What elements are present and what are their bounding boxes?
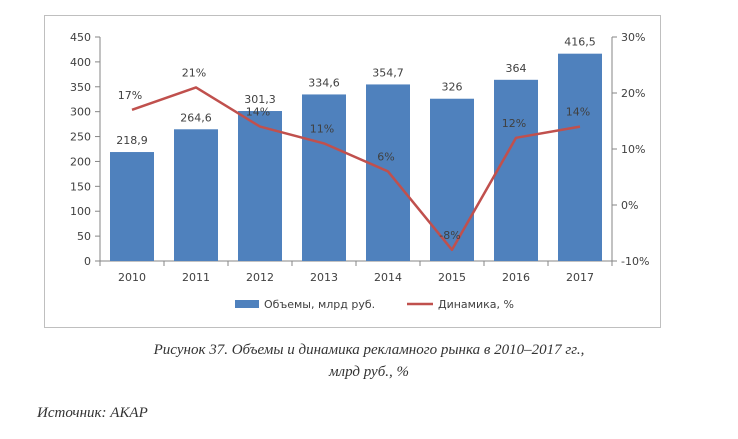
x-tick-label: 2015 xyxy=(438,271,466,284)
bar-data-label: 301,3 xyxy=(244,93,276,106)
x-tick-label: 2017 xyxy=(566,271,594,284)
figure-caption-line2: млрд руб., % xyxy=(328,364,409,380)
y-right-tick-label: 0% xyxy=(621,199,638,212)
figure-caption-line1: Рисунок 37. Объемы и динамика рекламного… xyxy=(153,342,585,358)
x-tick-label: 2011 xyxy=(182,271,210,284)
line-data-label: 12% xyxy=(502,117,526,130)
bar-data-label: 218,9 xyxy=(116,134,148,147)
legend-swatch-volume xyxy=(235,300,259,308)
bar xyxy=(110,152,154,261)
legend-label-volume: Объемы, млрд руб. xyxy=(264,298,375,311)
bar-data-label: 264,6 xyxy=(180,111,212,124)
y-right-tick-label: 10% xyxy=(621,143,645,156)
y-right-tick-label: -10% xyxy=(621,255,649,268)
y-left-tick-label: 400 xyxy=(70,56,91,69)
y-left-tick-label: 100 xyxy=(70,205,91,218)
x-tick-label: 2013 xyxy=(310,271,338,284)
source-note: Источник: АКАР xyxy=(37,405,148,421)
line-data-label: 11% xyxy=(310,122,334,135)
bar-data-label: 364 xyxy=(506,62,527,75)
x-tick-label: 2016 xyxy=(502,271,530,284)
bar xyxy=(558,53,602,262)
chart-svg: 0 50 100 150 200 250 300 350 400 450 -10% 0% 10% 20% 3… xyxy=(70,31,649,311)
y-left-tick-label: 0 xyxy=(84,255,91,268)
y-left-tick-label: 300 xyxy=(70,106,91,119)
y-left-tick-label: 50 xyxy=(77,230,91,243)
y-right-tick-label: 20% xyxy=(621,87,645,100)
x-tick-label: 2014 xyxy=(374,271,402,284)
y-left-tick-label: 450 xyxy=(70,31,91,44)
y-left-tick-label: 150 xyxy=(70,180,91,193)
line-data-label: 6% xyxy=(377,150,394,163)
line-data-label: -8% xyxy=(439,229,460,242)
bar xyxy=(430,98,474,261)
chart-frame: 0 50 100 150 200 250 300 350 400 450 -10% 0% 10% 20% 3… xyxy=(44,15,661,328)
line-data-label: 14% xyxy=(566,106,590,119)
line-data-label: 17% xyxy=(118,89,142,102)
bar xyxy=(494,79,538,261)
bar-data-label: 354,7 xyxy=(372,66,404,79)
bar-data-label: 416,5 xyxy=(564,36,596,49)
bar-data-label: 326 xyxy=(442,81,463,94)
bar-data-label: 334,6 xyxy=(308,76,340,89)
y-left-tick-label: 350 xyxy=(70,81,91,94)
y-left-tick-label: 200 xyxy=(70,155,91,168)
line-data-label: 21% xyxy=(182,66,206,79)
legend-label-dynamics: Динамика, % xyxy=(438,298,514,311)
bar xyxy=(302,94,346,261)
y-left-tick-label: 250 xyxy=(70,131,91,144)
line-data-label: 14% xyxy=(246,106,270,119)
line-series xyxy=(131,86,581,252)
x-tick-label: 2012 xyxy=(246,271,274,284)
y-right-tick-label: 30% xyxy=(621,31,645,44)
x-tick-label: 2010 xyxy=(118,271,146,284)
bar xyxy=(174,129,218,261)
bar xyxy=(238,111,282,261)
